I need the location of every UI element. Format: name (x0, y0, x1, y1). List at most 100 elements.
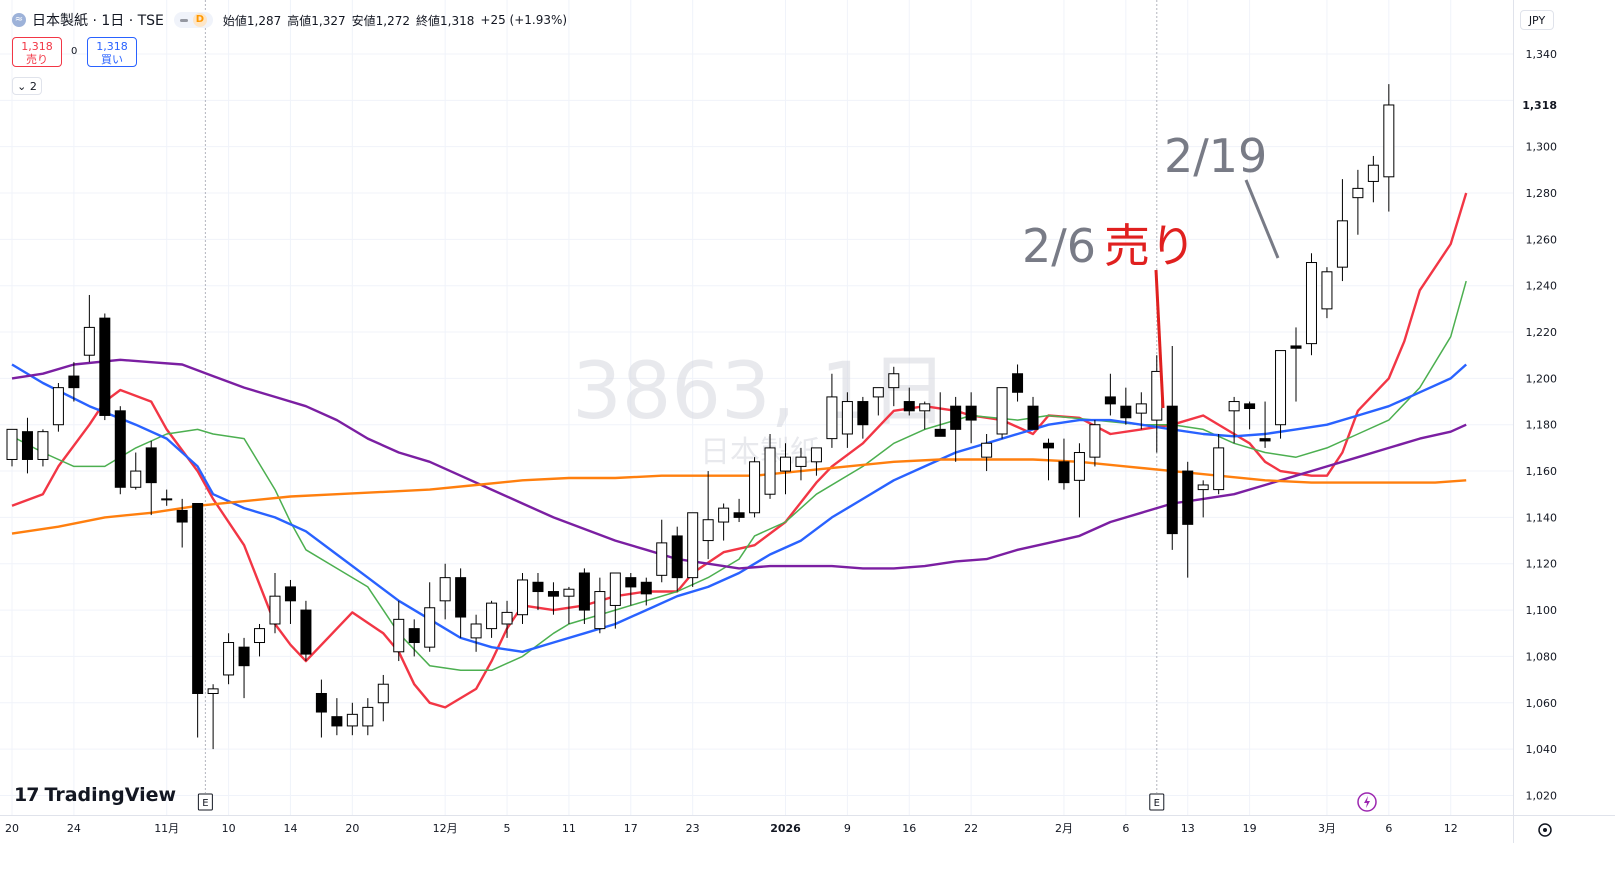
candle[interactable] (1352, 169, 1364, 235)
candle[interactable] (594, 577, 606, 634)
candle[interactable] (950, 396, 962, 462)
candle[interactable] (284, 579, 296, 624)
candle[interactable] (1305, 253, 1317, 356)
buy-button[interactable]: 1,318 買い (87, 37, 137, 67)
candle[interactable] (130, 452, 142, 490)
candle[interactable] (207, 684, 219, 750)
candle[interactable] (1213, 433, 1225, 495)
candle[interactable] (21, 417, 33, 474)
candle[interactable] (6, 428, 18, 467)
candle[interactable] (439, 563, 451, 620)
candle[interactable] (161, 489, 173, 506)
candle[interactable] (996, 387, 1008, 439)
candle[interactable] (1290, 327, 1302, 402)
alert-lightning-icon[interactable] (1357, 792, 1377, 812)
candle[interactable] (1042, 438, 1054, 481)
candle[interactable] (965, 392, 977, 444)
candle[interactable] (517, 573, 529, 624)
candle[interactable] (1228, 396, 1240, 444)
settings-gear-icon[interactable] (1538, 823, 1552, 837)
candle[interactable] (1383, 84, 1395, 212)
candle[interactable] (532, 573, 544, 611)
candle[interactable] (424, 582, 436, 652)
candle[interactable] (671, 526, 683, 592)
candle[interactable] (1336, 179, 1348, 282)
candle[interactable] (733, 498, 745, 523)
candle[interactable] (903, 387, 915, 416)
candle[interactable] (223, 633, 235, 685)
candle[interactable] (934, 392, 946, 437)
candle[interactable] (501, 600, 513, 638)
candle[interactable] (656, 519, 668, 583)
candle[interactable] (795, 447, 807, 481)
candle[interactable] (718, 503, 730, 541)
candle[interactable] (192, 502, 204, 738)
tradingview-logo[interactable]: 17 TradingView (14, 784, 176, 806)
candle[interactable] (764, 433, 776, 499)
candle[interactable] (780, 443, 791, 495)
candle[interactable] (857, 396, 869, 439)
candle[interactable] (238, 637, 250, 699)
candle[interactable] (826, 373, 838, 448)
candle[interactable] (640, 577, 652, 606)
candle[interactable] (1027, 396, 1039, 430)
candle[interactable] (37, 429, 49, 467)
candle[interactable] (1073, 443, 1085, 518)
candle[interactable] (176, 498, 188, 548)
sell-button[interactable]: 1,318 売り (12, 37, 62, 67)
candle[interactable] (68, 362, 80, 402)
candle[interactable] (52, 383, 64, 432)
candle[interactable] (810, 447, 822, 476)
candle[interactable] (981, 433, 993, 472)
candle[interactable] (1012, 364, 1024, 402)
time-axis[interactable]: 20 24 11月 10 14 20 12月 5 11 17 23 2026 9 16 22 2月 6 13 19 3… (0, 815, 1615, 836)
candle[interactable] (99, 313, 111, 421)
candle[interactable] (362, 698, 374, 736)
candle[interactable] (331, 698, 343, 736)
earnings-marker[interactable] (197, 793, 213, 811)
candle[interactable] (1197, 480, 1209, 518)
candle[interactable] (254, 623, 266, 657)
candle[interactable] (749, 457, 761, 518)
candle[interactable] (872, 387, 884, 416)
candle[interactable] (625, 573, 637, 606)
candle[interactable] (1321, 267, 1333, 319)
candle[interactable] (145, 440, 157, 516)
candle[interactable] (1166, 345, 1178, 550)
candle[interactable] (687, 512, 699, 587)
candle[interactable] (919, 401, 931, 430)
candle[interactable] (1244, 401, 1256, 430)
candle[interactable] (455, 568, 467, 638)
candle[interactable] (1275, 350, 1287, 439)
candle[interactable] (114, 406, 126, 495)
candle[interactable] (609, 572, 621, 629)
candle[interactable] (393, 600, 405, 662)
candle[interactable] (83, 294, 95, 363)
candle[interactable] (1089, 420, 1101, 467)
candle[interactable] (563, 586, 575, 624)
candle[interactable] (377, 674, 389, 722)
candle[interactable] (1120, 387, 1132, 425)
candle[interactable] (841, 392, 853, 448)
candle[interactable] (346, 702, 358, 736)
candle[interactable] (702, 471, 714, 560)
currency-selector[interactable]: JPY (1520, 10, 1554, 30)
candle[interactable] (578, 568, 590, 624)
candle[interactable] (269, 573, 281, 634)
candle[interactable] (1259, 401, 1271, 448)
indicators-collapse-button[interactable]: ⌄ 2 (12, 77, 42, 95)
price-axis[interactable]: 1,020 1,040 1,060 1,080 1,100 1,120 1,140 1,160… (1513, 0, 1560, 843)
candle[interactable] (1104, 373, 1116, 416)
symbol-title[interactable]: 日本製紙 · 1日 · TSE (32, 13, 164, 29)
candle[interactable] (315, 679, 327, 738)
candle[interactable] (1058, 438, 1070, 490)
candle[interactable] (408, 619, 420, 657)
candle[interactable] (300, 600, 312, 662)
candle[interactable] (486, 600, 498, 638)
candle[interactable] (1182, 461, 1194, 578)
candle[interactable] (470, 614, 482, 652)
candle[interactable] (547, 582, 559, 615)
earnings-marker[interactable] (1149, 793, 1165, 811)
candle[interactable] (888, 366, 900, 407)
